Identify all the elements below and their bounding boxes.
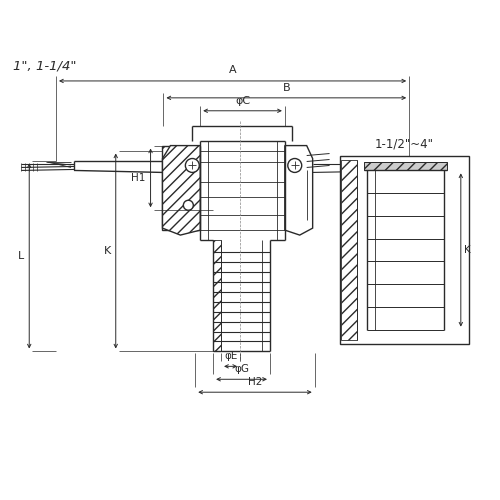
Circle shape [184,200,194,210]
Polygon shape [285,146,312,235]
Text: H2: H2 [248,377,262,387]
Text: K: K [464,245,471,255]
Bar [342,160,357,340]
Text: A: A [229,65,236,75]
Text: 1-1/2"~4": 1-1/2"~4" [374,137,434,150]
Bar [162,146,200,230]
Polygon shape [162,146,200,235]
Text: K: K [104,246,111,256]
Text: φE: φE [224,352,237,362]
Text: L: L [18,251,25,261]
Text: φG: φG [234,364,249,374]
Bar [340,156,469,344]
Text: 1", 1-1/4": 1", 1-1/4" [14,60,77,72]
Circle shape [186,158,200,172]
Text: φC: φC [235,96,250,106]
Circle shape [288,158,302,172]
Text: B: B [282,83,290,93]
Bar [213,240,221,352]
Text: H1: H1 [131,173,146,183]
Bar [364,162,447,170]
